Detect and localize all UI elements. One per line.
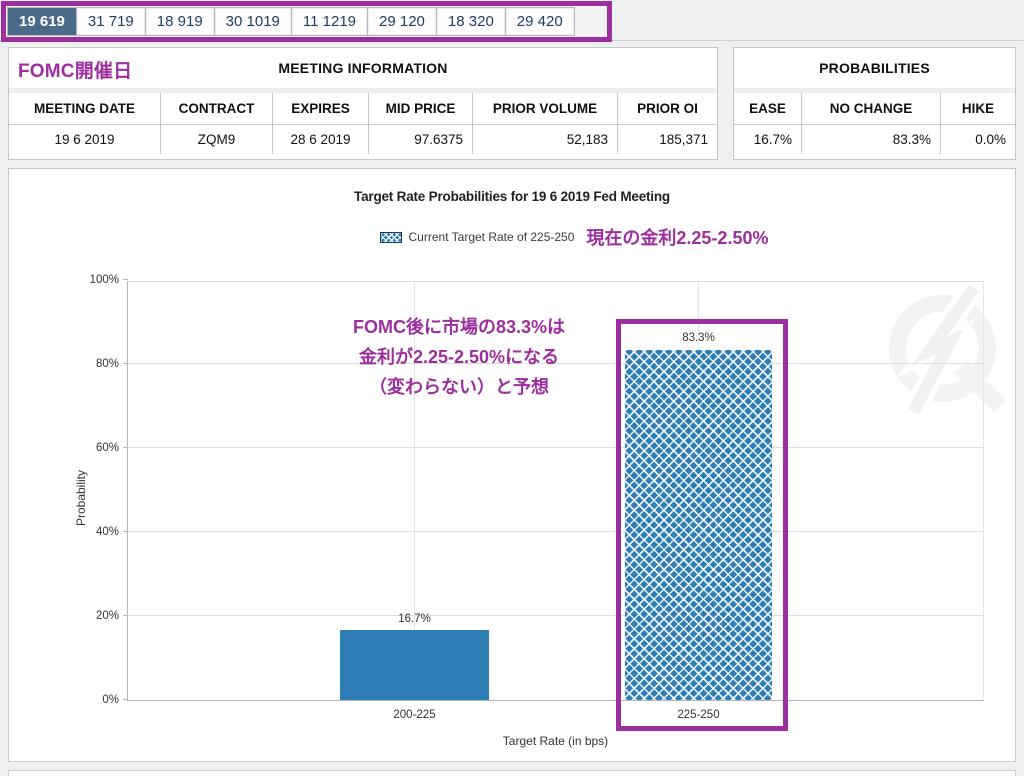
meeting-information-panel: FOMC開催日 MEETING INFORMATION MEETING DATE… (8, 47, 718, 160)
gridline-80 (128, 363, 983, 364)
ytick-100: 100% (89, 274, 119, 286)
value-hike: 0.0% (975, 132, 1006, 147)
tab-meeting-19-619[interactable]: 19 619 (7, 7, 77, 36)
col-no-change: NO CHANGE (802, 93, 941, 124)
forecast-annotation-line3: （変わらない）と予想 (369, 377, 549, 397)
ytickmark (123, 699, 128, 700)
probabilities-data-row: 16.7% 83.3% 0.0% (734, 125, 1015, 154)
probabilities-panel: PROBABILITIES EASE NO CHANGE HIKE 16.7% … (733, 47, 1016, 160)
chart-legend: Current Target Rate of 225-250 現在の金利2.25… (71, 224, 1024, 250)
forecast-annotation-line1: FOMC後に市場の83.3%は (352, 317, 566, 337)
ytickmark (123, 447, 128, 448)
bar-value-200-225: 16.7% (398, 613, 431, 625)
ytickmark (123, 279, 128, 280)
value-no-change: 83.3% (802, 125, 941, 154)
ytick-60: 60% (95, 442, 119, 454)
tab-meeting-11-1219[interactable]: 11 1219 (291, 7, 369, 36)
ytickmark (123, 363, 128, 364)
gridline-20 (128, 615, 983, 616)
y-axis-title: Probability (74, 469, 89, 527)
fomc-date-annotation: FOMC開催日 (18, 61, 133, 82)
col-meeting-date: MEETING DATE (9, 93, 161, 124)
value-prior-oi: 185,371 (659, 132, 708, 147)
value-contract: ZQM9 (161, 125, 273, 154)
ytick-80: 80% (95, 358, 119, 370)
x-axis-title: Target Rate (in bps) (502, 734, 609, 748)
gridline-100 (128, 281, 983, 282)
legend-crosshatch-swatch (379, 231, 402, 243)
value-ease: 16.7% (734, 125, 802, 154)
value-prior-volume: 52,183 (473, 125, 618, 154)
current-rate-annotation: 現在の金利2.25-2.50% (586, 228, 769, 248)
col-mid-price: MID PRICE (369, 93, 473, 124)
col-hike: HIKE (961, 101, 995, 116)
value-expires: 28 6 2019 (273, 125, 369, 154)
plot-area: 0% 20% 40% 60% 80% 100% 16.7% 83.3% 200-… (90, 274, 984, 748)
col-ease: EASE (734, 93, 802, 124)
tab-meeting-18-919[interactable]: 18 919 (145, 7, 215, 36)
xtick-200-225: 200-225 (393, 709, 436, 721)
value-meeting-date: 19 6 2019 (9, 125, 161, 154)
probabilities-header-row: EASE NO CHANGE HIKE (734, 93, 1015, 125)
forecast-annotation-line2: 金利が2.25-2.50%になる (358, 347, 560, 367)
ytick-40: 40% (95, 526, 119, 538)
tab-meeting-29-120[interactable]: 29 120 (368, 7, 437, 36)
col-contract: CONTRACT (161, 93, 273, 124)
ytickmark (123, 531, 128, 532)
gridline-60 (128, 447, 983, 448)
probabilities-title: PROBABILITIES (734, 48, 1015, 93)
chart-title: Target Rate Probabilities for 19 6 2019 … (354, 189, 670, 204)
vgridline-200-225 (414, 281, 415, 700)
bar-200-225 (340, 629, 489, 700)
ytickmark (123, 615, 128, 616)
target-rate-chart-panel: Target Rate Probabilities for 19 6 2019 … (8, 168, 1016, 762)
meeting-information-title: FOMC開催日 MEETING INFORMATION (9, 48, 717, 93)
tab-meeting-29-420[interactable]: 29 420 (505, 7, 575, 36)
bar-value-225-250: 83.3% (682, 332, 715, 344)
col-prior-oi: PRIOR OI (637, 101, 698, 116)
col-prior-volume: PRIOR VOLUME (473, 93, 618, 124)
meeting-date-tabbar: 19 619 31 719 18 919 30 1019 11 1219 29 … (1, 1, 612, 42)
xtick-225-250: 225-250 (677, 709, 720, 721)
meeting-information-title-text: MEETING INFORMATION (278, 60, 448, 76)
quikstrike-logo-watermark (888, 285, 1007, 417)
tab-meeting-31-719[interactable]: 31 719 (76, 7, 146, 36)
gridline-40 (128, 531, 983, 532)
tab-meeting-30-1019[interactable]: 30 1019 (214, 7, 292, 36)
meeting-information-header-row: MEETING DATE CONTRACT EXPIRES MID PRICE … (9, 93, 717, 125)
forecast-annotation: FOMC後に市場の83.3%は 金利が2.25-2.50%になる （変わらない）… (289, 312, 629, 402)
legend-label: Current Target Rate of 225-250 (408, 230, 575, 244)
probabilities-title-text: PROBABILITIES (819, 60, 930, 76)
value-mid-price: 97.6375 (369, 125, 473, 154)
bar-225-250-current (625, 350, 772, 700)
ytick-20: 20% (95, 610, 119, 622)
col-expires: EXPIRES (273, 93, 369, 124)
next-panel-top-edge (8, 770, 1016, 776)
ytick-0: 0% (102, 694, 119, 706)
tab-meeting-18-320[interactable]: 18 320 (436, 7, 506, 36)
meeting-information-data-row: 19 6 2019 ZQM9 28 6 2019 97.6375 52,183 … (9, 125, 717, 154)
